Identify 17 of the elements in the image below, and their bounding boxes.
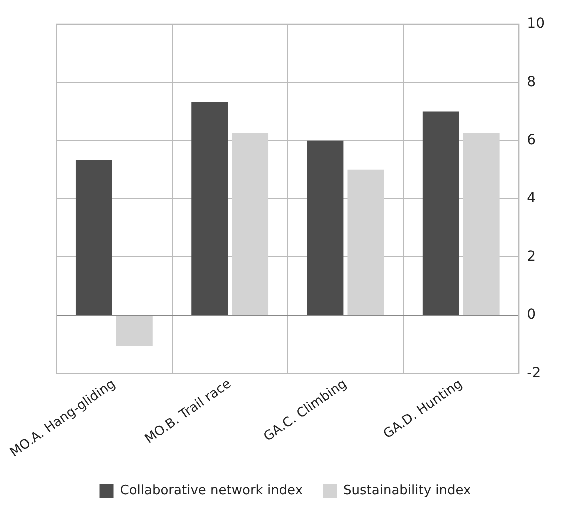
y-tick-label: 8 xyxy=(527,74,536,90)
y-tick-label: 6 xyxy=(527,132,536,148)
legend-label: Sustainability index xyxy=(344,483,472,498)
bar xyxy=(422,112,460,315)
y-tick-label: 10 xyxy=(527,16,546,32)
bar xyxy=(76,160,112,315)
y-tick-label: 2 xyxy=(527,248,536,265)
bar xyxy=(348,170,384,315)
bar xyxy=(307,140,344,315)
bar xyxy=(116,316,153,346)
legend-label: Collaborative network index xyxy=(120,483,304,498)
y-tick-label: 4 xyxy=(527,190,536,207)
y-tick-label: -2 xyxy=(527,365,542,382)
y-tick-label: 0 xyxy=(527,307,536,324)
bar xyxy=(463,134,500,315)
bar xyxy=(232,134,269,315)
bar xyxy=(192,102,228,315)
